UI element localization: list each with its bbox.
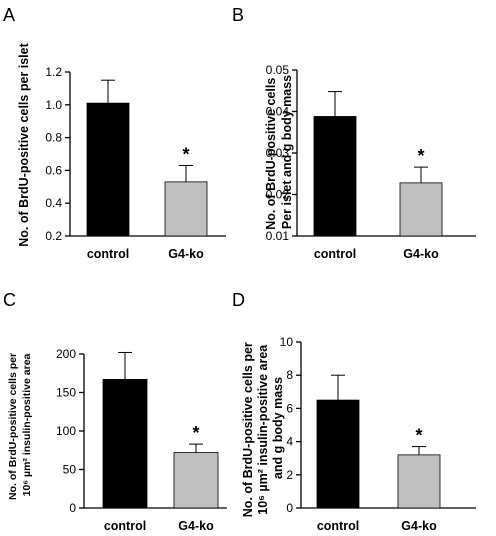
y-tick-label-c: 150: [56, 386, 76, 400]
panel-letter-b: B: [232, 5, 244, 25]
y-tick-label-a: 1.2: [45, 65, 62, 79]
significance-star-a: *: [182, 144, 189, 164]
bar-d-g4-ko: [397, 454, 441, 509]
y-tick-label-d: 0: [286, 501, 293, 515]
category-label-c: G4-ko: [178, 519, 214, 533]
y-tick-label-c: 50: [63, 463, 77, 477]
y-tick-label-d: 10: [280, 335, 294, 349]
significance-star-c: *: [192, 423, 199, 443]
y-tick-label-b: 0.04: [266, 105, 290, 119]
bar-b-control: [313, 116, 357, 237]
bar-c-control: [102, 379, 148, 509]
y-tick-label-d: 4: [286, 435, 293, 449]
category-label-d: G4-ko: [401, 519, 437, 533]
y-tick-label-c: 200: [56, 347, 76, 361]
y-tick-label-b: 0.05: [266, 63, 290, 77]
category-label-b: control: [314, 247, 356, 261]
category-label-c: control: [104, 519, 146, 533]
category-label-d: control: [317, 519, 359, 533]
panel-letter-c: C: [3, 290, 16, 310]
panel-letter-d: D: [232, 290, 245, 310]
category-label-b: G4-ko: [403, 247, 439, 261]
y-tick-label-b: 0.02: [266, 188, 290, 202]
category-label-a: G4-ko: [168, 247, 204, 261]
y-tick-label-a: 1.0: [45, 98, 62, 112]
panel-letter-a: A: [3, 5, 15, 25]
bar-a-control: [86, 102, 130, 237]
y-axis-label-a: No. of BrdU-positive cells per islet: [17, 42, 31, 246]
bar-b-g4-ko: [399, 182, 443, 237]
y-tick-label-c: 0: [69, 501, 76, 515]
y-axis-label-c: No. of BrdU-positive cells per 10⁶ µm² i…: [7, 350, 33, 500]
y-tick-label-d: 2: [286, 468, 293, 482]
bar-c-g4-ko: [173, 452, 219, 509]
y-tick-label-d: 8: [286, 368, 293, 382]
y-axis-label-d: No. of BrdU-positive cells per 10⁶ µm² i…: [241, 339, 285, 518]
y-tick-label-a: 0.4: [45, 196, 62, 210]
panel-c: C No. of BrdU-positive cells per 10⁶ µm²…: [3, 290, 227, 533]
y-tick-label-d: 6: [286, 401, 293, 415]
y-tick-label-a: 0.6: [45, 163, 62, 177]
y-tick-label-b: 0.01: [266, 229, 290, 243]
bar-d-control: [316, 399, 360, 509]
y-tick-label-a: 0.2: [45, 229, 62, 243]
category-label-a: control: [87, 247, 129, 261]
y-axis-label-b: No. of BrdU-positive cells Per islet and…: [264, 74, 294, 230]
bar-a-g4-ko: [164, 181, 208, 237]
panel-a: A No. of BrdU-positive cells per islet 0…: [3, 5, 226, 261]
y-tick-label-c: 100: [56, 424, 76, 438]
significance-star-d: *: [415, 426, 422, 446]
panel-b: B No. of BrdU-positive cells Per islet a…: [232, 5, 476, 261]
y-tick-label-b: 0.03: [266, 146, 290, 160]
significance-star-b: *: [417, 146, 424, 166]
panel-d: D No. of BrdU-positive cells per 10⁶ µm²…: [232, 290, 476, 533]
y-tick-label-a: 0.8: [45, 131, 62, 145]
